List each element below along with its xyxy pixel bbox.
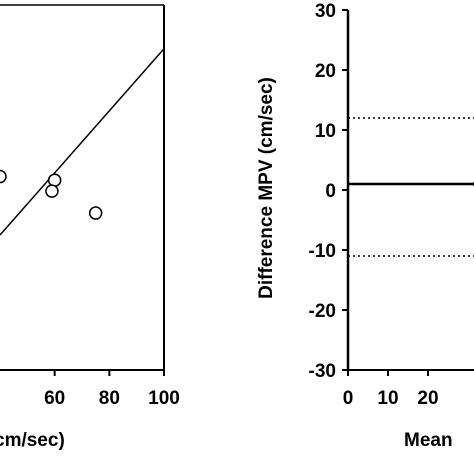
right-bland-altman-plot: 30 20 10 0 -10 -20 -30 0 10 20 Difference MPV (c… <box>256 1 474 451</box>
left-x-tick-label: 100 <box>148 388 180 409</box>
left-x-axis-label: cm/sec) <box>0 430 65 451</box>
right-y-tick-label: 0 <box>325 181 336 202</box>
left-x-tick-label: 60 <box>44 388 65 409</box>
right-x-tick-label: 0 <box>343 388 354 409</box>
right-y-tick-label: -30 <box>309 361 336 382</box>
right-y-tick-label: 10 <box>315 121 336 142</box>
left-scatter-plot: 60 80 100 cm/sec) <box>0 4 180 451</box>
right-x-axis-label: Mean <box>404 430 453 451</box>
left-data-point <box>45 184 59 198</box>
right-x-tick-label: 20 <box>417 388 438 409</box>
right-y-tick-label: -20 <box>309 301 336 322</box>
right-x-tick-label: 10 <box>377 388 398 409</box>
regression-line <box>0 48 165 236</box>
left-data-point <box>0 169 7 184</box>
right-y-tick-label: -10 <box>309 241 336 262</box>
right-y-tick-label: 30 <box>315 1 336 22</box>
right-y-axis-label: Difference MPV (cm/sec) <box>256 77 277 299</box>
right-y-tick-label: 20 <box>315 61 336 82</box>
left-data-point <box>88 206 103 220</box>
left-x-tick-label: 80 <box>99 388 120 409</box>
left-data-point <box>47 173 62 187</box>
